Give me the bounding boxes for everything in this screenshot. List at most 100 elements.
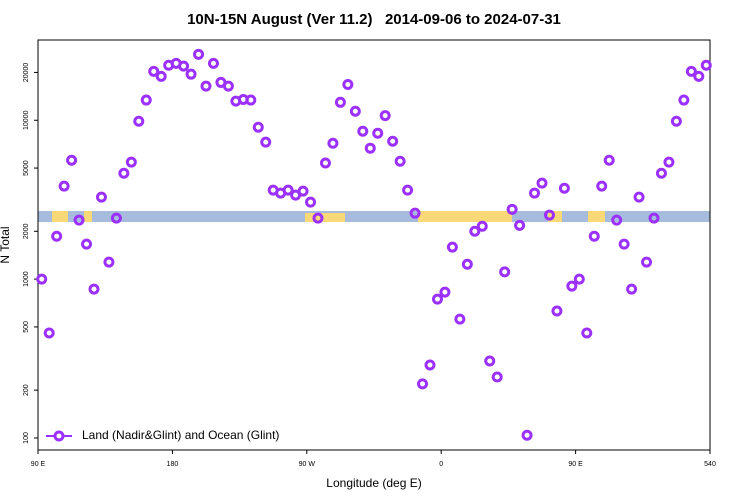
- legend-marker: [53, 430, 65, 442]
- land-band: [418, 211, 512, 222]
- point: [641, 256, 653, 268]
- point: [536, 177, 548, 189]
- x-axis-label: Longitude (deg E): [326, 476, 421, 490]
- point: [566, 280, 578, 292]
- point: [394, 155, 406, 167]
- point: [461, 258, 473, 270]
- point: [43, 327, 55, 339]
- point: [148, 65, 160, 77]
- point: [596, 180, 608, 192]
- point: [573, 273, 585, 285]
- point: [603, 154, 615, 166]
- point: [103, 256, 115, 268]
- point: [319, 157, 331, 169]
- point: [469, 225, 481, 237]
- y-axis-label: N Total: [0, 226, 12, 263]
- point: [252, 121, 264, 133]
- point: [454, 313, 466, 325]
- point: [446, 241, 458, 253]
- y-tick-label: 500: [23, 321, 30, 333]
- point: [88, 283, 100, 295]
- point: [484, 355, 496, 367]
- y-tick-label: 2000: [23, 223, 30, 239]
- point: [611, 214, 623, 226]
- point: [297, 185, 309, 197]
- point: [58, 180, 70, 192]
- point: [417, 378, 429, 390]
- point: [200, 80, 212, 92]
- point: [260, 136, 272, 148]
- point: [476, 220, 488, 232]
- land-band: [84, 211, 92, 222]
- x-tick-label: 90 W: [299, 461, 316, 468]
- x-tick-label: 180: [167, 461, 179, 468]
- point: [334, 96, 346, 108]
- point: [349, 105, 361, 117]
- point: [222, 80, 234, 92]
- plot-frame: [37, 39, 711, 451]
- point: [402, 184, 414, 196]
- point: [155, 70, 167, 82]
- point: [118, 167, 130, 179]
- land-band: [305, 213, 345, 222]
- land-band: [52, 211, 68, 222]
- x-tick-label: 540: [704, 461, 716, 468]
- point: [670, 115, 682, 127]
- point: [663, 156, 675, 168]
- point: [327, 137, 339, 149]
- point: [514, 219, 526, 231]
- point: [207, 57, 219, 69]
- point: [51, 230, 63, 242]
- chart-title: 10N-15N August (Ver 11.2) 2014-09-06 to …: [187, 11, 561, 28]
- point: [66, 154, 78, 166]
- x-tick-label: 90 E: [568, 461, 583, 468]
- y-tick-label: 1000: [23, 271, 30, 287]
- point: [648, 212, 660, 224]
- point: [193, 48, 205, 60]
- point: [685, 65, 697, 77]
- point: [618, 238, 630, 250]
- point: [387, 135, 399, 147]
- point: [245, 94, 257, 106]
- y-tick-label: 200: [23, 384, 30, 396]
- point: [133, 115, 145, 127]
- point: [431, 293, 443, 305]
- point: [312, 212, 324, 224]
- point: [282, 184, 294, 196]
- y-tick-label: 5000: [23, 160, 30, 176]
- map-band: [38, 211, 710, 222]
- point: [506, 203, 518, 215]
- point: [439, 286, 451, 298]
- land-band: [548, 211, 562, 222]
- point: [379, 110, 391, 122]
- point: [357, 125, 369, 137]
- point: [543, 209, 555, 221]
- y-tick-label: 20000: [23, 63, 30, 83]
- point: [125, 156, 137, 168]
- point: [521, 429, 533, 441]
- point: [626, 283, 638, 295]
- point: [558, 182, 570, 194]
- point: [581, 327, 593, 339]
- point: [424, 359, 436, 371]
- point: [655, 167, 667, 179]
- point: [588, 230, 600, 242]
- point: [693, 70, 705, 82]
- y-tick-label: 10000: [23, 110, 30, 130]
- point: [409, 207, 421, 219]
- point: [342, 78, 354, 90]
- land-band: [588, 211, 605, 222]
- legend-label: Land (Nadir&Glint) and Ocean (Glint): [82, 428, 279, 442]
- point: [700, 59, 712, 71]
- point: [81, 238, 93, 250]
- point: [185, 68, 197, 80]
- point: [95, 191, 107, 203]
- point: [178, 60, 190, 72]
- point: [633, 191, 645, 203]
- point: [678, 94, 690, 106]
- point: [73, 214, 85, 226]
- point: [372, 127, 384, 139]
- point: [551, 305, 563, 317]
